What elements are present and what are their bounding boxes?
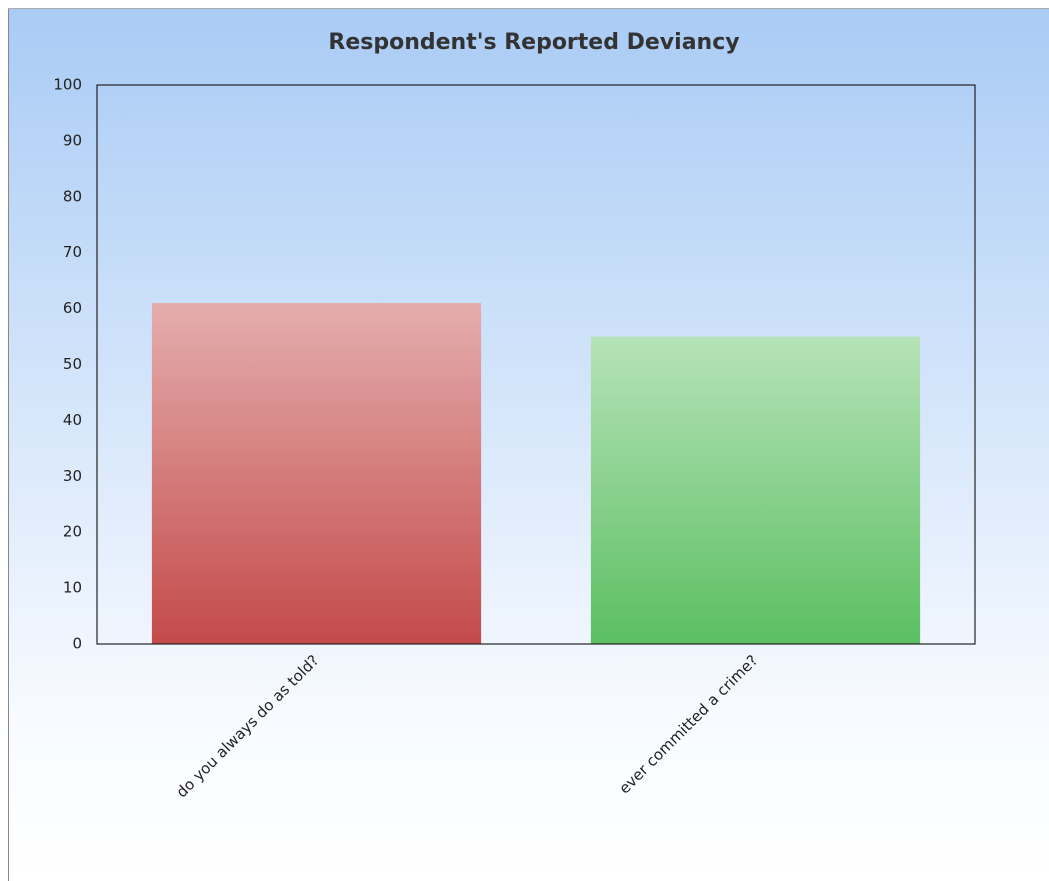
y-tick-label: 100 xyxy=(53,76,82,94)
y-tick-label: 20 xyxy=(63,523,82,541)
y-tick-label: 40 xyxy=(63,411,82,429)
y-tick-label: 90 xyxy=(63,131,82,149)
y-tick-label: 50 xyxy=(63,355,82,373)
y-tick-label: 0 xyxy=(72,635,82,653)
y-tick-label: 60 xyxy=(63,299,82,317)
y-tick-label: 70 xyxy=(63,243,82,261)
bar xyxy=(151,303,482,644)
y-tick-label: 10 xyxy=(63,579,82,597)
y-tick-label: 30 xyxy=(63,467,82,485)
plot-border xyxy=(96,84,976,645)
chart-title: Respondent's Reported Deviancy xyxy=(328,30,739,55)
y-tick-label: 80 xyxy=(63,187,82,205)
bar xyxy=(590,336,921,644)
